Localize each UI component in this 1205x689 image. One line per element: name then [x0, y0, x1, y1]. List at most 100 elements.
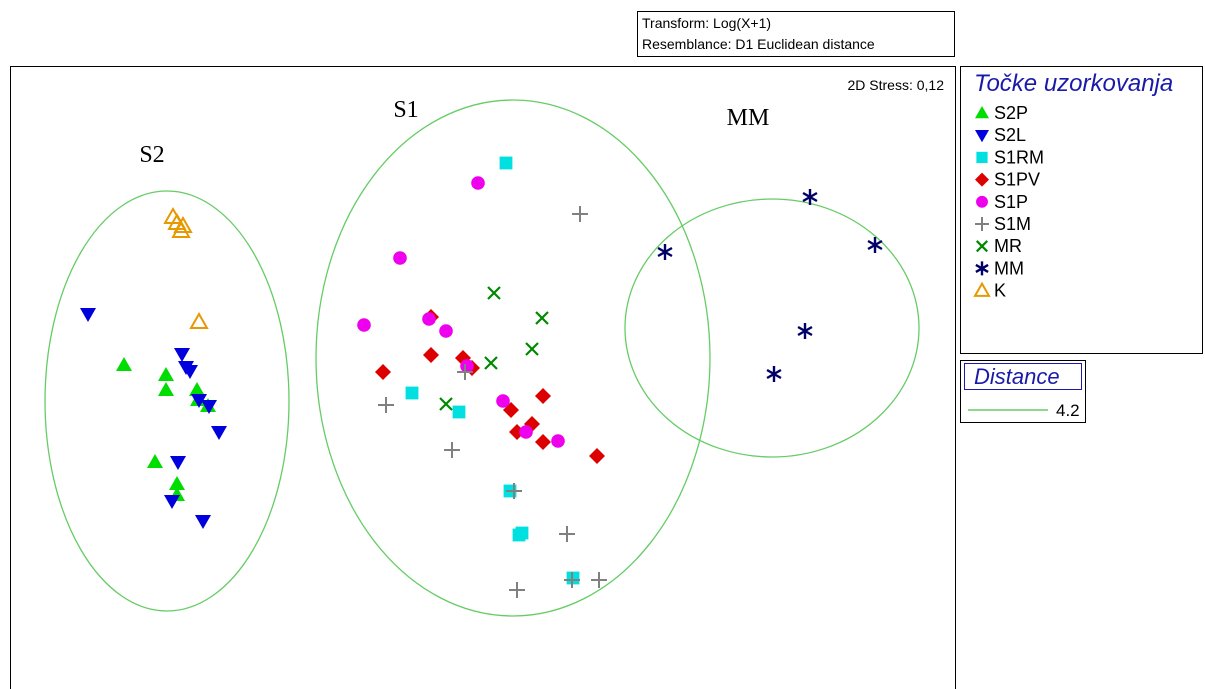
series-s1m: [378, 206, 607, 598]
point-s1rm: [405, 386, 419, 400]
distance-legend-value: 4.2: [1056, 401, 1080, 420]
cluster-outline-mm: [624, 198, 920, 458]
legend-label-s2l: S2L: [994, 125, 1026, 145]
legend-item-s2p: S2P: [975, 103, 1028, 123]
legend-item-s1pv: S1PV: [975, 170, 1040, 190]
legend-marker-s1pv: [975, 172, 989, 187]
point-s2l: [182, 365, 198, 379]
group-label-mm: MM: [727, 105, 770, 131]
point-s1m: [509, 582, 525, 598]
cluster-outline-s2: [44, 190, 290, 612]
series-s2l: [80, 308, 227, 529]
point-mr: [525, 342, 539, 356]
point-s2l: [174, 348, 190, 362]
point-s1p: [422, 312, 436, 326]
point-s2l: [211, 426, 227, 440]
point-s2l: [191, 394, 207, 408]
series-s1rm: [405, 156, 580, 585]
point-mr: [487, 286, 501, 300]
legend-item-s2l: S2L: [975, 125, 1026, 145]
cluster-outlines: [44, 99, 920, 617]
point-s1m: [564, 572, 580, 588]
legend-label-s2p: S2P: [994, 103, 1028, 123]
point-s1p: [551, 434, 565, 448]
point-mm: [766, 366, 782, 382]
point-s1pv: [589, 448, 605, 464]
legend-title: Točke uzorkovanja: [974, 70, 1173, 97]
legend-item-k: K: [973, 281, 1006, 301]
point-s2l: [170, 456, 186, 470]
point-s1pv: [535, 434, 551, 450]
series-mr: [439, 286, 549, 411]
legend-marker-k: [973, 281, 991, 297]
point-s1m: [444, 442, 460, 458]
point-s1p: [496, 394, 510, 408]
point-s1rm: [452, 405, 466, 419]
point-s1pv: [375, 364, 391, 380]
point-s2l: [195, 515, 211, 529]
point-s2p: [147, 454, 163, 468]
legend-label-mm: MM: [994, 258, 1024, 278]
point-s1rm: [499, 156, 513, 170]
point-s1pv: [535, 388, 551, 404]
point-k: [171, 220, 191, 238]
legend-marker-mr: [975, 240, 989, 253]
legend-marker-s1m: [975, 217, 989, 231]
point-mr: [484, 356, 498, 370]
point-s1m: [457, 364, 473, 380]
legend-item-mr: MR: [975, 236, 1022, 256]
point-mr: [535, 311, 549, 325]
distance-legend: Distance 4.2: [960, 360, 1086, 423]
legend-label-mr: MR: [994, 236, 1022, 256]
resemblance-label: Resemblance: D1 Euclidean distance: [642, 36, 875, 52]
point-s1p: [471, 176, 485, 190]
point-s1pv: [423, 347, 439, 363]
legend-marker-s2l: [975, 129, 989, 143]
point-s2p: [116, 357, 132, 371]
legend-label-k: K: [994, 281, 1006, 301]
legend-label-s1m: S1M: [994, 214, 1031, 234]
series-mm: [657, 189, 883, 382]
legend-item-mm: MM: [975, 258, 1024, 278]
data-points: [80, 156, 883, 598]
legend-marker-s1p: [976, 195, 988, 208]
transform-label: Transform: Log(X+1): [642, 15, 771, 31]
point-mr: [439, 397, 453, 411]
series-s1p: [357, 176, 565, 448]
point-s1m: [572, 206, 588, 222]
point-s1p: [393, 251, 407, 265]
point-s1p: [519, 425, 533, 439]
legend-item-s1m: S1M: [975, 214, 1031, 234]
stress-label: 2D Stress: 0,12: [848, 77, 945, 93]
point-s2p: [169, 476, 185, 490]
point-s1m: [559, 526, 575, 542]
legend-label-s1rm: S1RM: [994, 147, 1044, 167]
point-s2l: [164, 495, 180, 509]
legend-item-s1p: S1P: [976, 192, 1028, 212]
distance-legend-title: Distance: [974, 364, 1060, 389]
point-s1p: [439, 324, 453, 338]
plot-frame: [10, 66, 956, 689]
cluster-outline-s1: [315, 99, 711, 617]
point-s2l: [80, 308, 96, 322]
series-s2p: [116, 357, 216, 501]
legend-marker-s2p: [975, 106, 989, 119]
point-k: [189, 311, 209, 329]
legend-label-s1pv: S1PV: [994, 170, 1040, 190]
point-s2l: [201, 400, 217, 414]
legend-item-s1rm: S1RM: [976, 147, 1044, 167]
legend-marker-s1rm: [976, 151, 988, 163]
series-s1pv: [375, 309, 605, 464]
point-mm: [797, 323, 813, 339]
group-label-s2: S2: [139, 142, 164, 168]
legend-label-s1p: S1P: [994, 192, 1028, 212]
point-mm: [867, 237, 883, 253]
point-mm: [657, 244, 673, 260]
legend-marker-mm: [975, 261, 989, 276]
point-s1p: [357, 318, 371, 332]
point-s2p: [189, 382, 205, 396]
point-s1p: [460, 359, 474, 373]
point-s2p: [158, 367, 174, 381]
